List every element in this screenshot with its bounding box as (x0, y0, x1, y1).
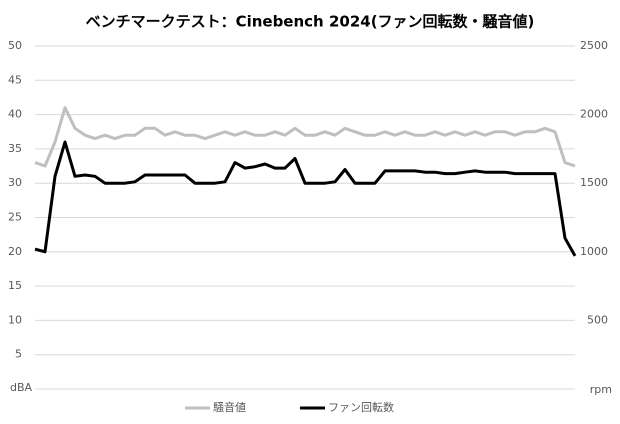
series-line (34, 106, 576, 168)
series-line (34, 140, 577, 257)
y-tick-label: 15 (8, 279, 22, 292)
y2-axis-unit: rpm (590, 383, 612, 396)
y-tick-label: 10 (8, 313, 22, 326)
y-tick-label: 20 (8, 245, 22, 258)
y-tick-label: 30 (8, 176, 22, 189)
y2-tick-label: 2000 (580, 108, 608, 121)
y-tick-label: 25 (8, 211, 22, 224)
legend-label: ファン回転数 (328, 401, 394, 414)
chart-title: ベンチマークテスト：Cinebench 2024(ファン回転数・騒音値) (86, 13, 535, 31)
y-axis-unit: dBA (10, 381, 33, 394)
y2-tick-label: 1500 (580, 176, 608, 189)
y-tick-label: 45 (8, 73, 22, 86)
y2-tick-label: 2500 (580, 39, 608, 52)
legend-label: 騒音値 (213, 400, 246, 414)
y-tick-label: 50 (8, 39, 22, 52)
y-tick-label: 5 (15, 348, 22, 361)
y-tick-label: 35 (8, 142, 22, 155)
y2-tick-label: 500 (587, 313, 608, 326)
y-tick-label: 40 (8, 108, 22, 121)
y2-tick-label: 1000 (580, 245, 608, 258)
